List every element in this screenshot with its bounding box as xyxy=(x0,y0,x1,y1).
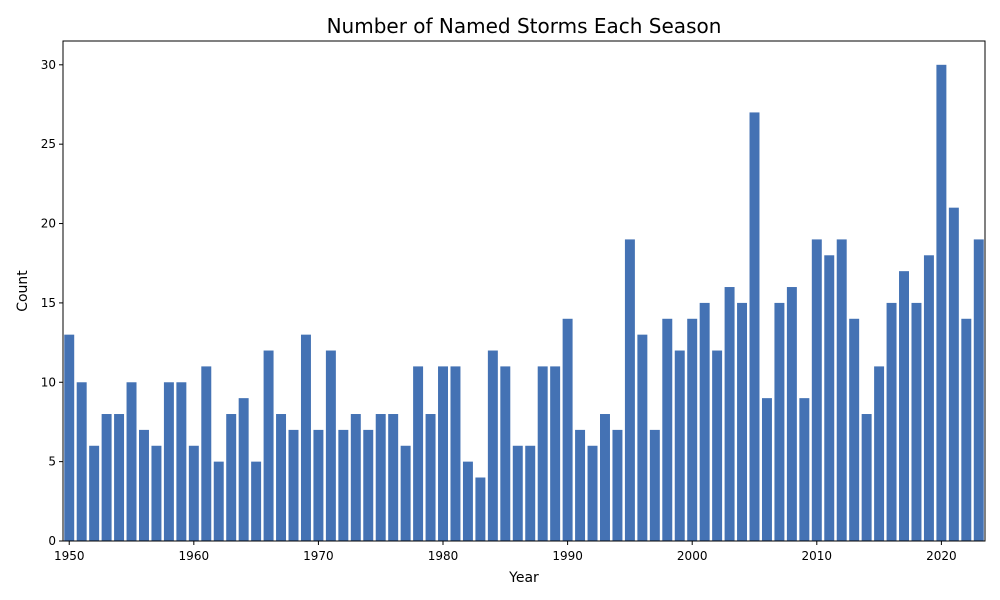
bar-2023 xyxy=(973,239,984,541)
y-axis: 0 5 10 15 20 25 30 xyxy=(41,58,63,548)
bar-2010 xyxy=(811,239,822,541)
bar-1955 xyxy=(126,382,137,541)
y-tick-label: 25 xyxy=(41,137,56,151)
bar-1994 xyxy=(612,429,623,541)
bar-1965 xyxy=(251,461,262,541)
bar-1982 xyxy=(462,461,473,541)
bar-2018 xyxy=(911,302,922,541)
bar-2013 xyxy=(849,318,860,541)
bar-1954 xyxy=(114,414,125,541)
bar-2000 xyxy=(687,318,698,541)
bar-2001 xyxy=(699,302,710,541)
bar-1981 xyxy=(450,366,461,541)
y-tick-label: 5 xyxy=(48,455,56,469)
y-tick-label: 0 xyxy=(48,534,56,548)
bar-1985 xyxy=(500,366,511,541)
bar-1983 xyxy=(475,477,486,541)
y-tick-label: 10 xyxy=(41,375,56,389)
bar-1952 xyxy=(89,445,100,541)
bar-1998 xyxy=(662,318,673,541)
bar-2008 xyxy=(786,287,797,541)
bar-1969 xyxy=(300,334,311,541)
bar-1970 xyxy=(313,429,324,541)
bar-1963 xyxy=(226,414,237,541)
bar-2014 xyxy=(861,414,872,541)
y-tick-label: 30 xyxy=(41,58,56,72)
bar-1964 xyxy=(238,398,249,541)
bar-1977 xyxy=(400,445,411,541)
bar-2015 xyxy=(874,366,885,541)
y-tick-label: 20 xyxy=(41,217,56,231)
bar-2022 xyxy=(961,318,972,541)
y-axis-label: Count xyxy=(15,270,31,312)
x-tick-label: 2010 xyxy=(802,549,833,563)
bar-2021 xyxy=(948,207,959,541)
bar-1973 xyxy=(350,414,361,541)
y-tick-label: 15 xyxy=(41,296,56,310)
bar-2003 xyxy=(724,287,735,541)
bar-1959 xyxy=(176,382,187,541)
x-tick-label: 1970 xyxy=(303,549,334,563)
bar-2016 xyxy=(886,302,897,541)
bar-1988 xyxy=(537,366,548,541)
bar-1999 xyxy=(674,350,685,541)
x-axis: 1950 1960 1970 1980 1990 2000 2010 2020 xyxy=(54,541,957,563)
bar-1978 xyxy=(413,366,424,541)
bar-1974 xyxy=(363,429,374,541)
bar-2012 xyxy=(836,239,847,541)
x-tick-label: 1950 xyxy=(54,549,85,563)
bar-1992 xyxy=(587,445,598,541)
bar-1957 xyxy=(151,445,162,541)
bar-1991 xyxy=(575,429,586,541)
x-tick-label: 1960 xyxy=(179,549,210,563)
bar-2004 xyxy=(737,302,748,541)
bar-1995 xyxy=(624,239,635,541)
bar-1953 xyxy=(101,414,112,541)
bar-2006 xyxy=(761,398,772,541)
bar-2007 xyxy=(774,302,785,541)
bar-1971 xyxy=(325,350,336,541)
bar-2005 xyxy=(749,112,760,541)
bar-1979 xyxy=(425,414,436,541)
bar-2009 xyxy=(799,398,810,541)
bar-1966 xyxy=(263,350,274,541)
bar-1975 xyxy=(375,414,386,541)
bar-1972 xyxy=(338,429,349,541)
bar-1961 xyxy=(201,366,212,541)
bar-1958 xyxy=(163,382,174,541)
bar-1986 xyxy=(512,445,523,541)
bar-2017 xyxy=(899,271,909,541)
bar-1980 xyxy=(438,366,448,541)
bar-1950 xyxy=(64,334,75,541)
x-tick-label: 2000 xyxy=(677,549,708,563)
bar-1997 xyxy=(649,429,660,541)
x-tick-label: 2020 xyxy=(926,549,957,563)
bar-2011 xyxy=(824,255,835,542)
bar-2019 xyxy=(923,255,934,542)
bar-1993 xyxy=(600,414,610,541)
bar-2020 xyxy=(936,64,947,542)
bar-1976 xyxy=(388,414,399,541)
bar-1996 xyxy=(637,334,648,541)
bar-1960 xyxy=(188,445,199,541)
bar-1990 xyxy=(562,318,573,541)
bar-1951 xyxy=(76,382,87,541)
bar-1967 xyxy=(276,414,287,541)
x-tick-label: 1980 xyxy=(428,549,459,563)
bar-1962 xyxy=(213,461,224,541)
x-axis-label: Year xyxy=(508,570,539,586)
bar-2002 xyxy=(712,350,723,541)
bar-1968 xyxy=(288,429,299,541)
bar-1987 xyxy=(525,445,536,541)
chart-title: Number of Named Storms Each Season xyxy=(327,14,722,38)
x-tick-label: 1990 xyxy=(552,549,583,563)
bar-1956 xyxy=(139,429,149,541)
plot-frame xyxy=(62,40,986,542)
bar-1989 xyxy=(550,366,561,541)
bar-1984 xyxy=(487,350,498,541)
bars-group xyxy=(64,64,984,542)
